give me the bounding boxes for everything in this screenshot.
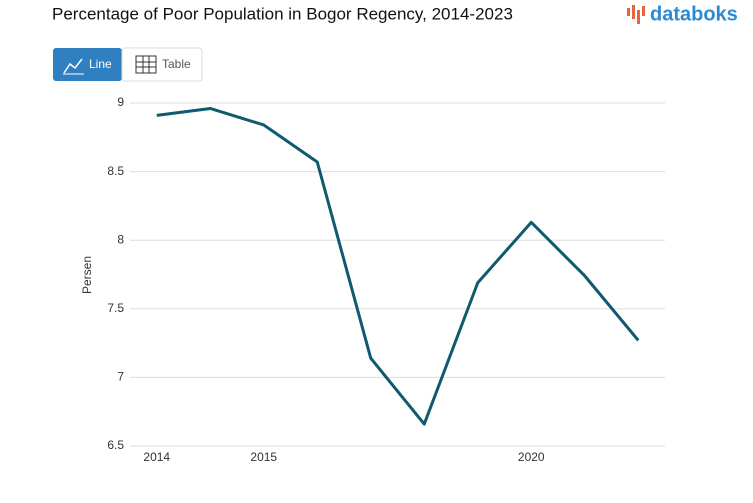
y-tick-label: 6.5 xyxy=(107,438,124,452)
data-line xyxy=(156,106,640,426)
chart-title: Percentage of Poor Population in Bogor R… xyxy=(52,4,513,23)
x-tick-label: 2014 xyxy=(143,450,170,464)
y-tick-label: 7.5 xyxy=(107,301,124,315)
x-tick-label: 2020 xyxy=(518,450,545,464)
y-tick-label: 7 xyxy=(117,370,124,384)
logo-text: databoks xyxy=(650,3,738,25)
table-button[interactable]: Table xyxy=(121,47,203,82)
x-tick-label: 2015 xyxy=(250,450,277,464)
line-button[interactable]: Line xyxy=(53,48,122,81)
y-tick-label: 8 xyxy=(117,232,124,246)
logo: databoks xyxy=(627,3,738,25)
button-label[interactable]: Table xyxy=(162,57,191,71)
y-axis-label: Persen xyxy=(80,256,94,294)
y-tick-label: 8.5 xyxy=(107,164,124,178)
y-tick-label: 9 xyxy=(117,95,124,109)
button-label[interactable]: Line xyxy=(89,57,112,71)
